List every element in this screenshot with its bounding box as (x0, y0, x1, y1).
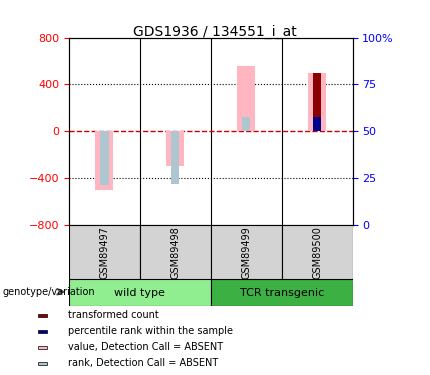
Text: GSM89500: GSM89500 (312, 226, 322, 279)
Bar (38, 346, 47, 349)
Text: genotype/variation: genotype/variation (2, 287, 95, 297)
Bar (140, 225, 211, 279)
Text: wild type: wild type (114, 288, 165, 297)
Bar (38, 362, 47, 365)
Text: TCR transgenic: TCR transgenic (240, 288, 324, 297)
Bar (313, 117, 321, 131)
Bar (95, 131, 113, 190)
Text: GDS1936 / 134551_i_at: GDS1936 / 134551_i_at (133, 24, 297, 39)
Bar (38, 314, 47, 317)
Text: value, Detection Call = ABSENT: value, Detection Call = ABSENT (68, 342, 224, 352)
Bar (308, 73, 326, 131)
Text: GSM89499: GSM89499 (241, 226, 251, 279)
Text: GSM89497: GSM89497 (99, 226, 109, 279)
Text: rank, Detection Call = ABSENT: rank, Detection Call = ABSENT (68, 358, 219, 368)
Bar (171, 131, 179, 184)
Bar (211, 225, 282, 279)
Bar (282, 225, 353, 279)
Bar (313, 73, 321, 131)
Bar (211, 279, 353, 306)
Text: GSM89498: GSM89498 (170, 226, 180, 279)
Bar (237, 66, 255, 131)
Bar (69, 225, 140, 279)
Text: transformed count: transformed count (68, 310, 159, 321)
Bar (100, 131, 108, 185)
Bar (38, 330, 47, 333)
Bar (166, 131, 184, 166)
Text: percentile rank within the sample: percentile rank within the sample (68, 326, 233, 336)
Bar (313, 117, 321, 131)
Bar (69, 279, 211, 306)
Bar (242, 117, 250, 131)
